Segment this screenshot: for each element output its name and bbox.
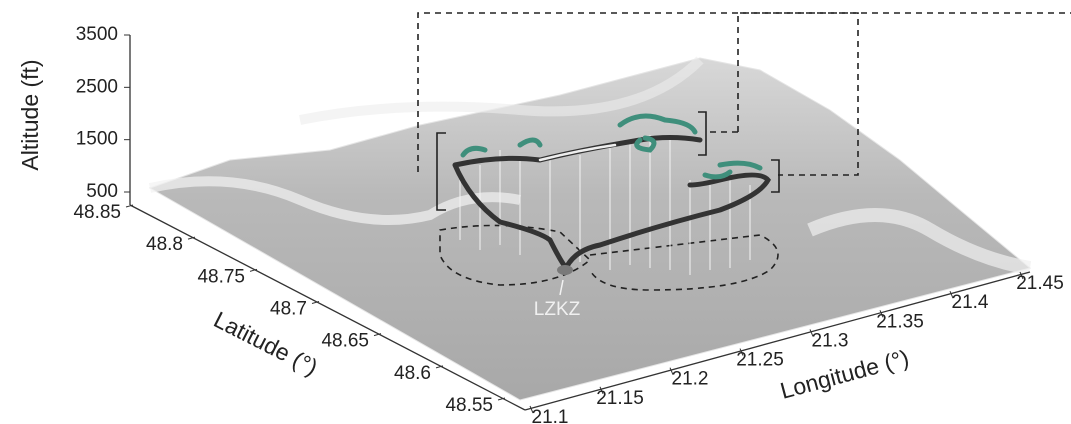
x-tick-label: 21.3 bbox=[812, 330, 849, 351]
airport-marker bbox=[557, 265, 573, 275]
y-tick-label: 48.85 bbox=[73, 202, 121, 223]
z-tick-label: 1500 bbox=[76, 129, 118, 150]
x-tick-label: 21.45 bbox=[1016, 273, 1064, 294]
x-tick-label: 21.35 bbox=[876, 311, 924, 332]
z-tick-label: 500 bbox=[86, 181, 118, 202]
chart: LZKZ Altitude (ft) Latitude (°) Longitud… bbox=[0, 0, 1071, 424]
y-tick-label: 48.65 bbox=[321, 331, 369, 352]
x-tick-label: 21.1 bbox=[532, 407, 569, 424]
x-tick-label: 21.15 bbox=[596, 388, 644, 409]
x-tick-label: 21.25 bbox=[736, 350, 784, 371]
y-tick-label: 48.7 bbox=[270, 299, 307, 320]
z-tick-label: 2500 bbox=[76, 76, 118, 97]
x-axis-label: Longitude (°) bbox=[777, 345, 911, 404]
y-tick-label: 48.8 bbox=[146, 234, 183, 255]
annotation: LZKZ bbox=[534, 299, 581, 320]
z-axis-label: Altitude (ft) bbox=[17, 59, 43, 170]
x-tick-label: 21.4 bbox=[952, 292, 989, 313]
y-tick-label: 48.75 bbox=[197, 266, 245, 287]
z-tick-label: 3500 bbox=[76, 24, 118, 45]
x-tick-label: 21.2 bbox=[672, 369, 709, 390]
y-tick-label: 48.6 bbox=[394, 363, 431, 384]
y-tick-label: 48.55 bbox=[445, 395, 493, 416]
